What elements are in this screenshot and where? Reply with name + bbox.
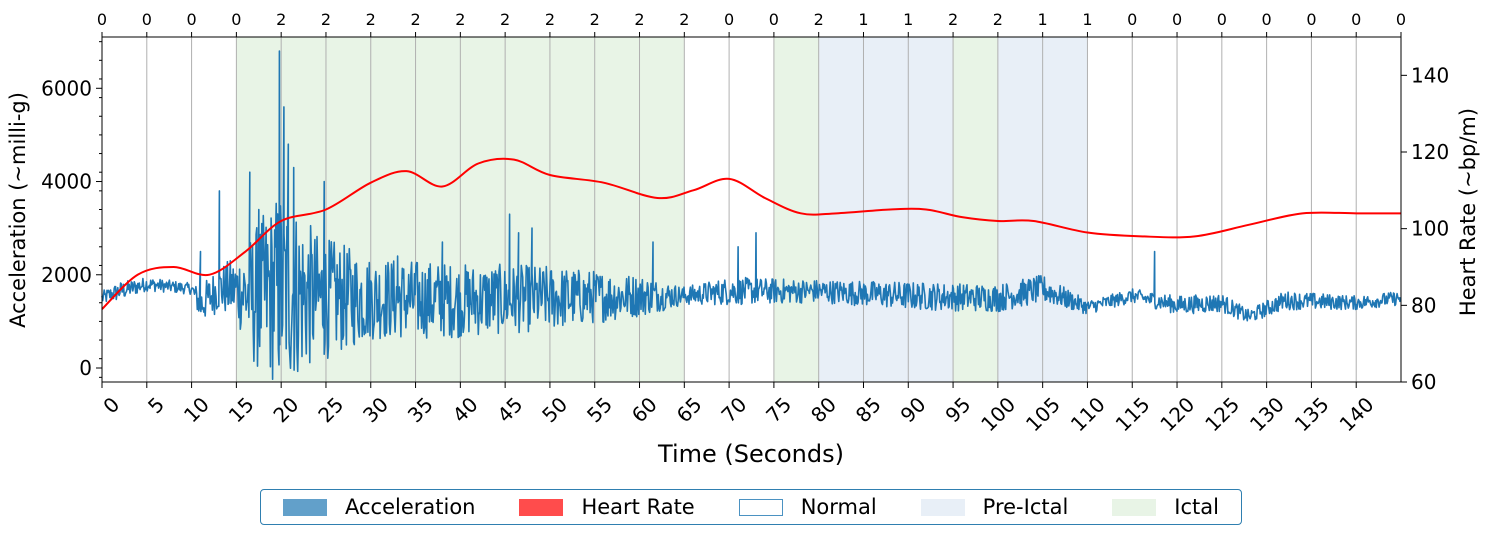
top-tick-label: 2 [410, 10, 420, 29]
x-tick-label: 15 [224, 392, 259, 427]
legend-label: Pre-Ictal [982, 495, 1069, 519]
top-tick-label: 0 [769, 10, 779, 29]
legend-swatch [282, 498, 327, 516]
legend-label: Heart Rate [581, 495, 695, 519]
x-tick-label: 130 [1245, 392, 1289, 436]
x-tick-label: 115 [1111, 392, 1155, 436]
top-tick-label: 2 [814, 10, 824, 29]
legend-item-normal: Normal [738, 495, 877, 519]
legend-swatch [1112, 498, 1157, 516]
top-tick-label: 0 [142, 10, 152, 29]
x-tick-label: 10 [179, 392, 214, 427]
legend-swatch [738, 498, 783, 516]
legend-label: Ictal [1174, 495, 1219, 519]
top-tick-label: 1 [1038, 10, 1048, 29]
x-tick-label: 0 [98, 392, 124, 418]
region-ictal [773, 37, 819, 382]
top-tick-label: 0 [1351, 10, 1361, 29]
x-tick-label: 110 [1066, 392, 1110, 436]
x-tick-label: 50 [537, 392, 572, 427]
legend: Acceleration Heart Rate Normal Pre-Ictal Ict… [260, 489, 1242, 525]
legend-item-pre-ictal: Pre-Ictal [920, 495, 1069, 519]
legend-label: Normal [800, 495, 877, 519]
top-tick-label: 0 [186, 10, 196, 29]
region-ictal [953, 37, 998, 382]
legend-swatch [920, 498, 965, 516]
top-tick-label: 2 [634, 10, 644, 29]
top-tick-label: 1 [903, 10, 913, 29]
top-tick-label: 0 [97, 10, 107, 29]
top-tick-label: 2 [455, 10, 465, 29]
y-right-tick-label: 120 [1411, 140, 1449, 164]
y-right-tick-label: 100 [1411, 217, 1449, 241]
x-tick-label: 20 [268, 392, 303, 427]
x-tick-label: 100 [976, 392, 1020, 436]
legend-item-ictal: Ictal [1112, 495, 1219, 519]
y-right-tick-label: 80 [1411, 293, 1436, 317]
x-tick-label: 95 [940, 392, 975, 427]
top-tick-label: 2 [276, 10, 286, 29]
top-tick-label: 0 [1306, 10, 1316, 29]
acceleration-layer [101, 50, 1402, 381]
x-axis-label: Time (Seconds) [657, 440, 844, 468]
y-left-tick-label: 4000 [41, 170, 92, 194]
y-left-tick-label: 0 [79, 356, 92, 380]
y-axis-left-label: Acceleration (~milli-g) [6, 92, 30, 328]
x-tick-label: 55 [582, 392, 617, 427]
top-tick-label: 0 [231, 10, 241, 29]
x-tick-label: 45 [492, 392, 527, 427]
y-axis-right-label: Heart Rate (~bp/m) [1456, 108, 1480, 316]
legend-item-acceleration: Acceleration [282, 495, 476, 519]
top-tick-label: 2 [366, 10, 376, 29]
x-tick-label: 5 [143, 392, 169, 418]
y-right-tick-label: 60 [1411, 370, 1436, 394]
x-tick-label: 40 [448, 392, 483, 427]
heart-rate-line [101, 157, 1401, 310]
y-left-tick-label: 6000 [41, 76, 92, 100]
x-tick-label: 75 [761, 392, 796, 427]
heart-rate-layer [101, 157, 1401, 310]
x-tick-label: 80 [806, 392, 841, 427]
x-tick-label: 85 [851, 392, 886, 427]
top-tick-label: 0 [1172, 10, 1182, 29]
x-tick-label: 65 [672, 392, 707, 427]
legend-item-heart-rate: Heart Rate [519, 495, 695, 519]
x-tick-label: 120 [1155, 392, 1199, 436]
top-tick-label: 2 [545, 10, 555, 29]
x-tick-label: 125 [1200, 392, 1244, 436]
x-tick-label: 135 [1290, 392, 1334, 436]
x-tick-label: 30 [358, 392, 393, 427]
axis-labels-layer: Time (Seconds) Acceleration (~milli-g) H… [6, 92, 1480, 468]
x-tick-label: 25 [313, 392, 348, 427]
top-tick-label: 2 [993, 10, 1003, 29]
top-tick-label: 0 [1217, 10, 1227, 29]
x-tick-label: 90 [896, 392, 931, 427]
top-tick-label: 2 [321, 10, 331, 29]
x-tick-label: 105 [1021, 392, 1065, 436]
legend-swatch [519, 498, 564, 516]
x-tick-label: 35 [403, 392, 438, 427]
top-tick-label: 2 [679, 10, 689, 29]
acceleration-line [101, 50, 1402, 381]
legend-label: Acceleration [344, 495, 476, 519]
top-tick-label: 2 [590, 10, 600, 29]
y-left-tick-label: 2000 [41, 263, 92, 287]
x-tick-label: 70 [716, 392, 751, 427]
top-tick-label: 0 [1127, 10, 1137, 29]
x-tick-label: 60 [627, 392, 662, 427]
x-tick-label: 140 [1335, 392, 1379, 436]
top-tick-label: 2 [500, 10, 510, 29]
y-right-tick-label: 140 [1411, 63, 1449, 87]
top-tick-label: 2 [948, 10, 958, 29]
top-tick-label: 0 [1396, 10, 1406, 29]
top-tick-label: 0 [724, 10, 734, 29]
top-tick-label: 0 [1262, 10, 1272, 29]
top-tick-label: 1 [1082, 10, 1092, 29]
top-tick-label: 1 [858, 10, 868, 29]
